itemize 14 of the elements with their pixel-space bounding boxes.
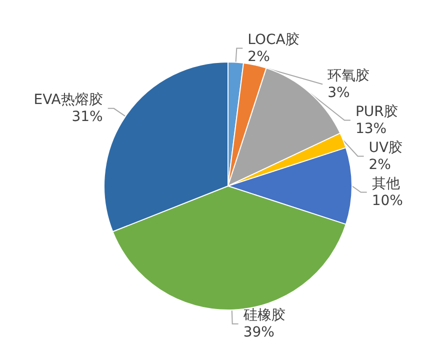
data-label: 3% bbox=[328, 84, 350, 101]
data-label: 39% bbox=[243, 324, 274, 340]
slice-label: LOCA胶 bbox=[248, 32, 300, 48]
slice-label: 硅橡胶 bbox=[242, 307, 286, 324]
data-label: 2% bbox=[368, 156, 391, 173]
slice-label: 其他 bbox=[372, 176, 400, 192]
slice-label: 环氧胶 bbox=[328, 68, 370, 84]
slice-label: PUR胶 bbox=[355, 104, 398, 120]
data-label: 2% bbox=[248, 48, 270, 65]
data-label: 10% bbox=[372, 192, 403, 209]
data-label: 13% bbox=[355, 120, 387, 137]
slice-label: UV胶 bbox=[368, 140, 403, 156]
slice-label: EVA热熔胶 bbox=[34, 92, 103, 108]
data-label: 31% bbox=[72, 108, 103, 125]
